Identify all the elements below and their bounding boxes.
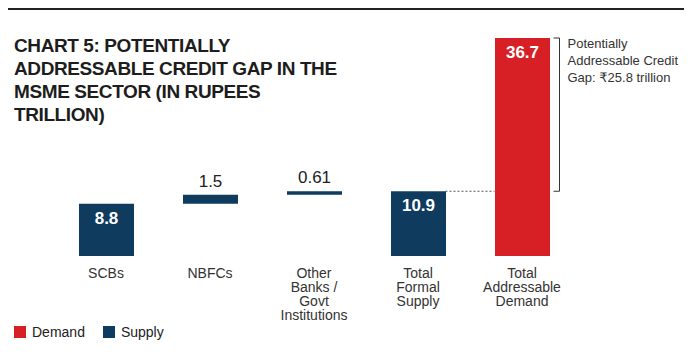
- svg-text:1.5: 1.5: [199, 172, 223, 191]
- svg-text:NBFCs: NBFCs: [187, 265, 232, 281]
- html-text:Supply: Supply: [120, 324, 164, 340]
- svg-text:0.61: 0.61: [298, 168, 331, 187]
- html-text:Potentially Addressable Credit: Potentially Addressable Credit Gap: ₹25.…: [567, 36, 679, 85]
- svg-text:TotalFormalSupply: TotalFormalSupply: [396, 265, 440, 309]
- svg-text:TotalAddressableDemand: TotalAddressableDemand: [483, 265, 561, 309]
- svg-text:OtherBanks /GovtInstitutions: OtherBanks /GovtInstitutions: [281, 265, 348, 323]
- svg-text:8.8: 8.8: [95, 209, 119, 228]
- html-text:CHART 5: POTENTIALLY ADDRESSAB: CHART 5: POTENTIALLY ADDRESSABLE CREDIT …: [14, 35, 337, 125]
- svg-text:SCBs: SCBs: [88, 265, 124, 281]
- svg-text:10.9: 10.9: [402, 196, 435, 215]
- html-text:Demand: Demand: [32, 324, 85, 340]
- svg-text:36.7: 36.7: [506, 43, 539, 62]
